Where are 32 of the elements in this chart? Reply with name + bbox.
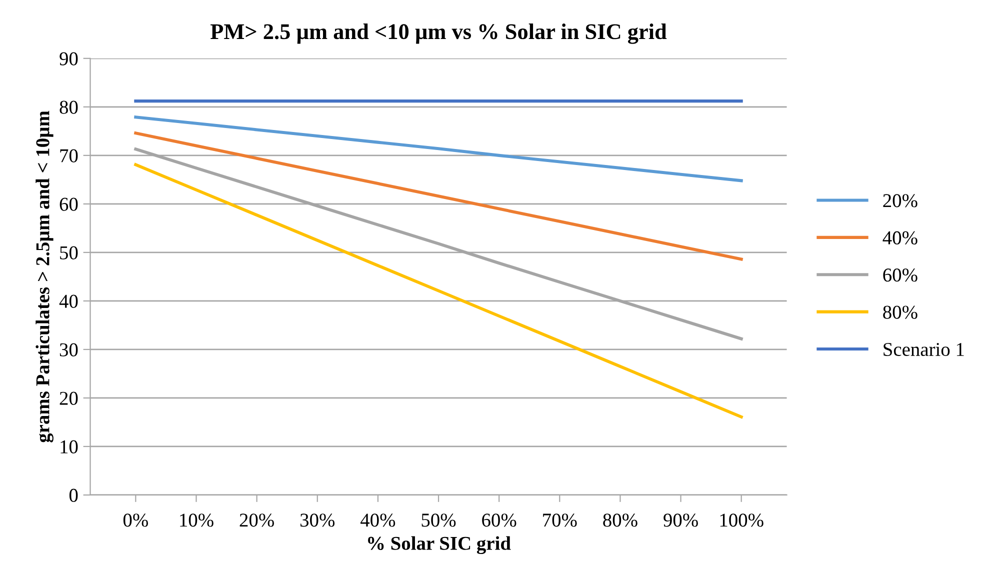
legend-label: 20%: [883, 194, 918, 208]
y-tick-label: 50: [60, 246, 78, 260]
x-tick-label: 90%: [664, 514, 698, 527]
x-tick-label: 30%: [300, 514, 335, 527]
y-tick-label: 90: [60, 52, 78, 66]
x-axis-title: % Solar SIC grid: [368, 536, 511, 554]
x-tick-label: 100%: [720, 514, 764, 527]
line-series: [134, 116, 743, 182]
y-tick-label: 70: [60, 149, 78, 162]
line-series: [134, 132, 743, 261]
y-tick-label: 30: [60, 343, 78, 356]
y-tick-label: 0: [69, 488, 78, 502]
y-tick-label: 10: [60, 440, 78, 454]
x-tick-label: 50%: [422, 514, 456, 527]
y-tick-label: 20: [60, 392, 78, 405]
legend-label: 80%: [883, 306, 918, 319]
legend-label: 40%: [882, 231, 918, 244]
x-tick-label: 10%: [180, 514, 214, 527]
y-tick-label: 80: [60, 100, 78, 114]
y-tick-label: 40: [59, 294, 78, 308]
x-tick-label: 20%: [240, 514, 274, 527]
line-series: [134, 163, 743, 418]
y-axis-title: grams Particulates > 2.5µm and < 10µm: [36, 110, 54, 442]
y-tick-label: 60: [60, 198, 78, 211]
x-tick-label: 70%: [543, 514, 577, 527]
chart-title: PM> 2.5 µm and <10 µm vs % Solar in SIC grid: [210, 24, 667, 44]
x-tick-label: 60%: [482, 514, 516, 527]
x-tick-label: 40%: [360, 514, 396, 527]
legend-label: 60%: [883, 268, 918, 282]
x-tick-label: 0%: [123, 514, 148, 527]
x-tick-label: 80%: [603, 514, 638, 527]
legend-label: Scenario 1: [884, 342, 964, 356]
